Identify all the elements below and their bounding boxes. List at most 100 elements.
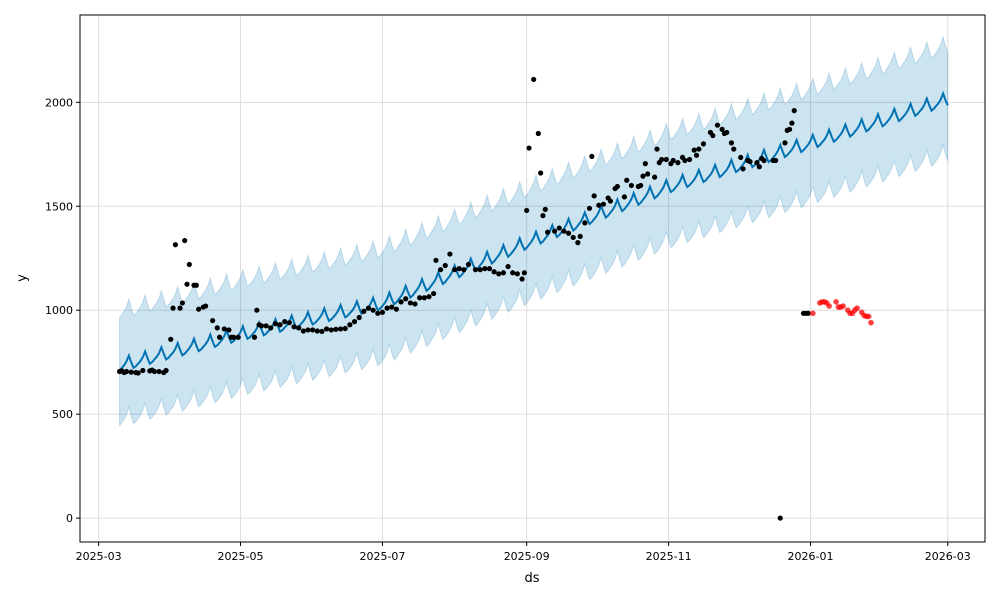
actual-point: [123, 368, 130, 375]
actual-point: [700, 141, 707, 147]
test-points: [810, 299, 874, 326]
actual-point: [519, 276, 525, 282]
actual-point: [412, 301, 418, 307]
plot-frame: [79, 14, 986, 543]
actual-point: [407, 300, 413, 306]
actual-point: [442, 262, 448, 269]
actual-point: [465, 261, 472, 268]
actual-point: [531, 76, 537, 83]
y-tick-label: 0: [66, 512, 73, 525]
actual-point: [333, 326, 339, 332]
actual-point: [291, 324, 297, 330]
actual-point: [691, 147, 697, 153]
actual-point: [521, 270, 527, 276]
actual-point: [156, 368, 162, 375]
actual-points: [116, 76, 811, 521]
actual-point: [545, 229, 551, 235]
actual-point: [693, 152, 700, 158]
actual-point: [417, 295, 423, 301]
actual-point: [254, 307, 260, 313]
actual-point: [724, 129, 730, 136]
actual-point: [310, 327, 316, 333]
actual-point: [163, 367, 169, 374]
actual-point: [393, 306, 400, 312]
test-point: [854, 305, 860, 311]
actual-point: [286, 320, 292, 326]
x-tick-label: 2025-11: [646, 550, 692, 563]
actual-point: [773, 157, 779, 164]
actual-point: [575, 240, 581, 246]
actual-point: [586, 205, 593, 211]
actual-point: [168, 336, 174, 342]
actual-point: [431, 290, 437, 297]
actual-point: [628, 182, 634, 189]
y-axis: 0 500 1000 1500 2000: [45, 96, 80, 525]
actual-point: [789, 120, 795, 126]
actual-point: [216, 334, 223, 340]
actual-point: [258, 323, 265, 329]
actual-point: [300, 328, 306, 334]
actual-point: [263, 323, 269, 329]
actual-point: [179, 300, 185, 306]
actual-point: [135, 370, 141, 376]
actual-point: [438, 267, 444, 273]
test-point: [826, 303, 832, 309]
actual-point: [277, 322, 283, 328]
actual-point: [351, 319, 358, 325]
actual-point: [193, 282, 199, 288]
actual-point: [447, 251, 453, 257]
test-point: [865, 313, 872, 320]
actual-point: [589, 153, 595, 159]
actual-point: [272, 321, 279, 327]
x-tick-label: 2026-01: [788, 550, 834, 563]
y-tick-label: 1500: [45, 200, 73, 213]
actual-point: [451, 267, 458, 273]
y-tick-label: 1000: [45, 304, 73, 317]
actual-point: [426, 294, 432, 300]
actual-point: [482, 266, 488, 272]
actual-point: [384, 305, 390, 311]
actual-point: [642, 161, 648, 167]
actual-point: [591, 193, 597, 199]
actual-point: [486, 266, 493, 272]
actual-point: [496, 271, 502, 277]
actual-point: [777, 515, 783, 521]
test-point: [810, 310, 816, 317]
actual-point: [535, 130, 541, 137]
actual-point: [740, 166, 746, 172]
actual-point: [638, 182, 644, 189]
actual-point: [670, 157, 676, 164]
test-point: [868, 319, 874, 326]
actual-point: [379, 309, 386, 315]
actual-point: [221, 326, 227, 332]
actual-point: [389, 304, 395, 310]
actual-point: [491, 269, 497, 275]
actual-point: [151, 368, 158, 375]
uncertainty-band: [119, 35, 949, 428]
actual-point: [728, 140, 735, 146]
actual-point: [754, 160, 760, 166]
actual-point: [398, 299, 404, 305]
actual-point: [782, 140, 788, 146]
actual-point: [461, 267, 467, 273]
x-tick-label: 2025-07: [359, 550, 405, 563]
actual-point: [738, 154, 744, 161]
actual-point: [526, 145, 532, 151]
actual-point: [361, 308, 367, 314]
actual-point: [403, 296, 409, 302]
actual-point: [375, 310, 381, 316]
actual-point: [235, 334, 241, 340]
actual-point: [140, 367, 146, 374]
actual-point: [696, 146, 702, 152]
actual-point: [614, 183, 621, 190]
actual-point: [640, 173, 646, 179]
actual-point: [356, 314, 362, 321]
actual-point: [524, 207, 530, 214]
actual-point: [540, 213, 546, 219]
y-tick-label: 500: [52, 408, 73, 421]
actual-point: [319, 328, 325, 335]
actual-point: [186, 261, 192, 268]
actual-point: [570, 234, 576, 241]
